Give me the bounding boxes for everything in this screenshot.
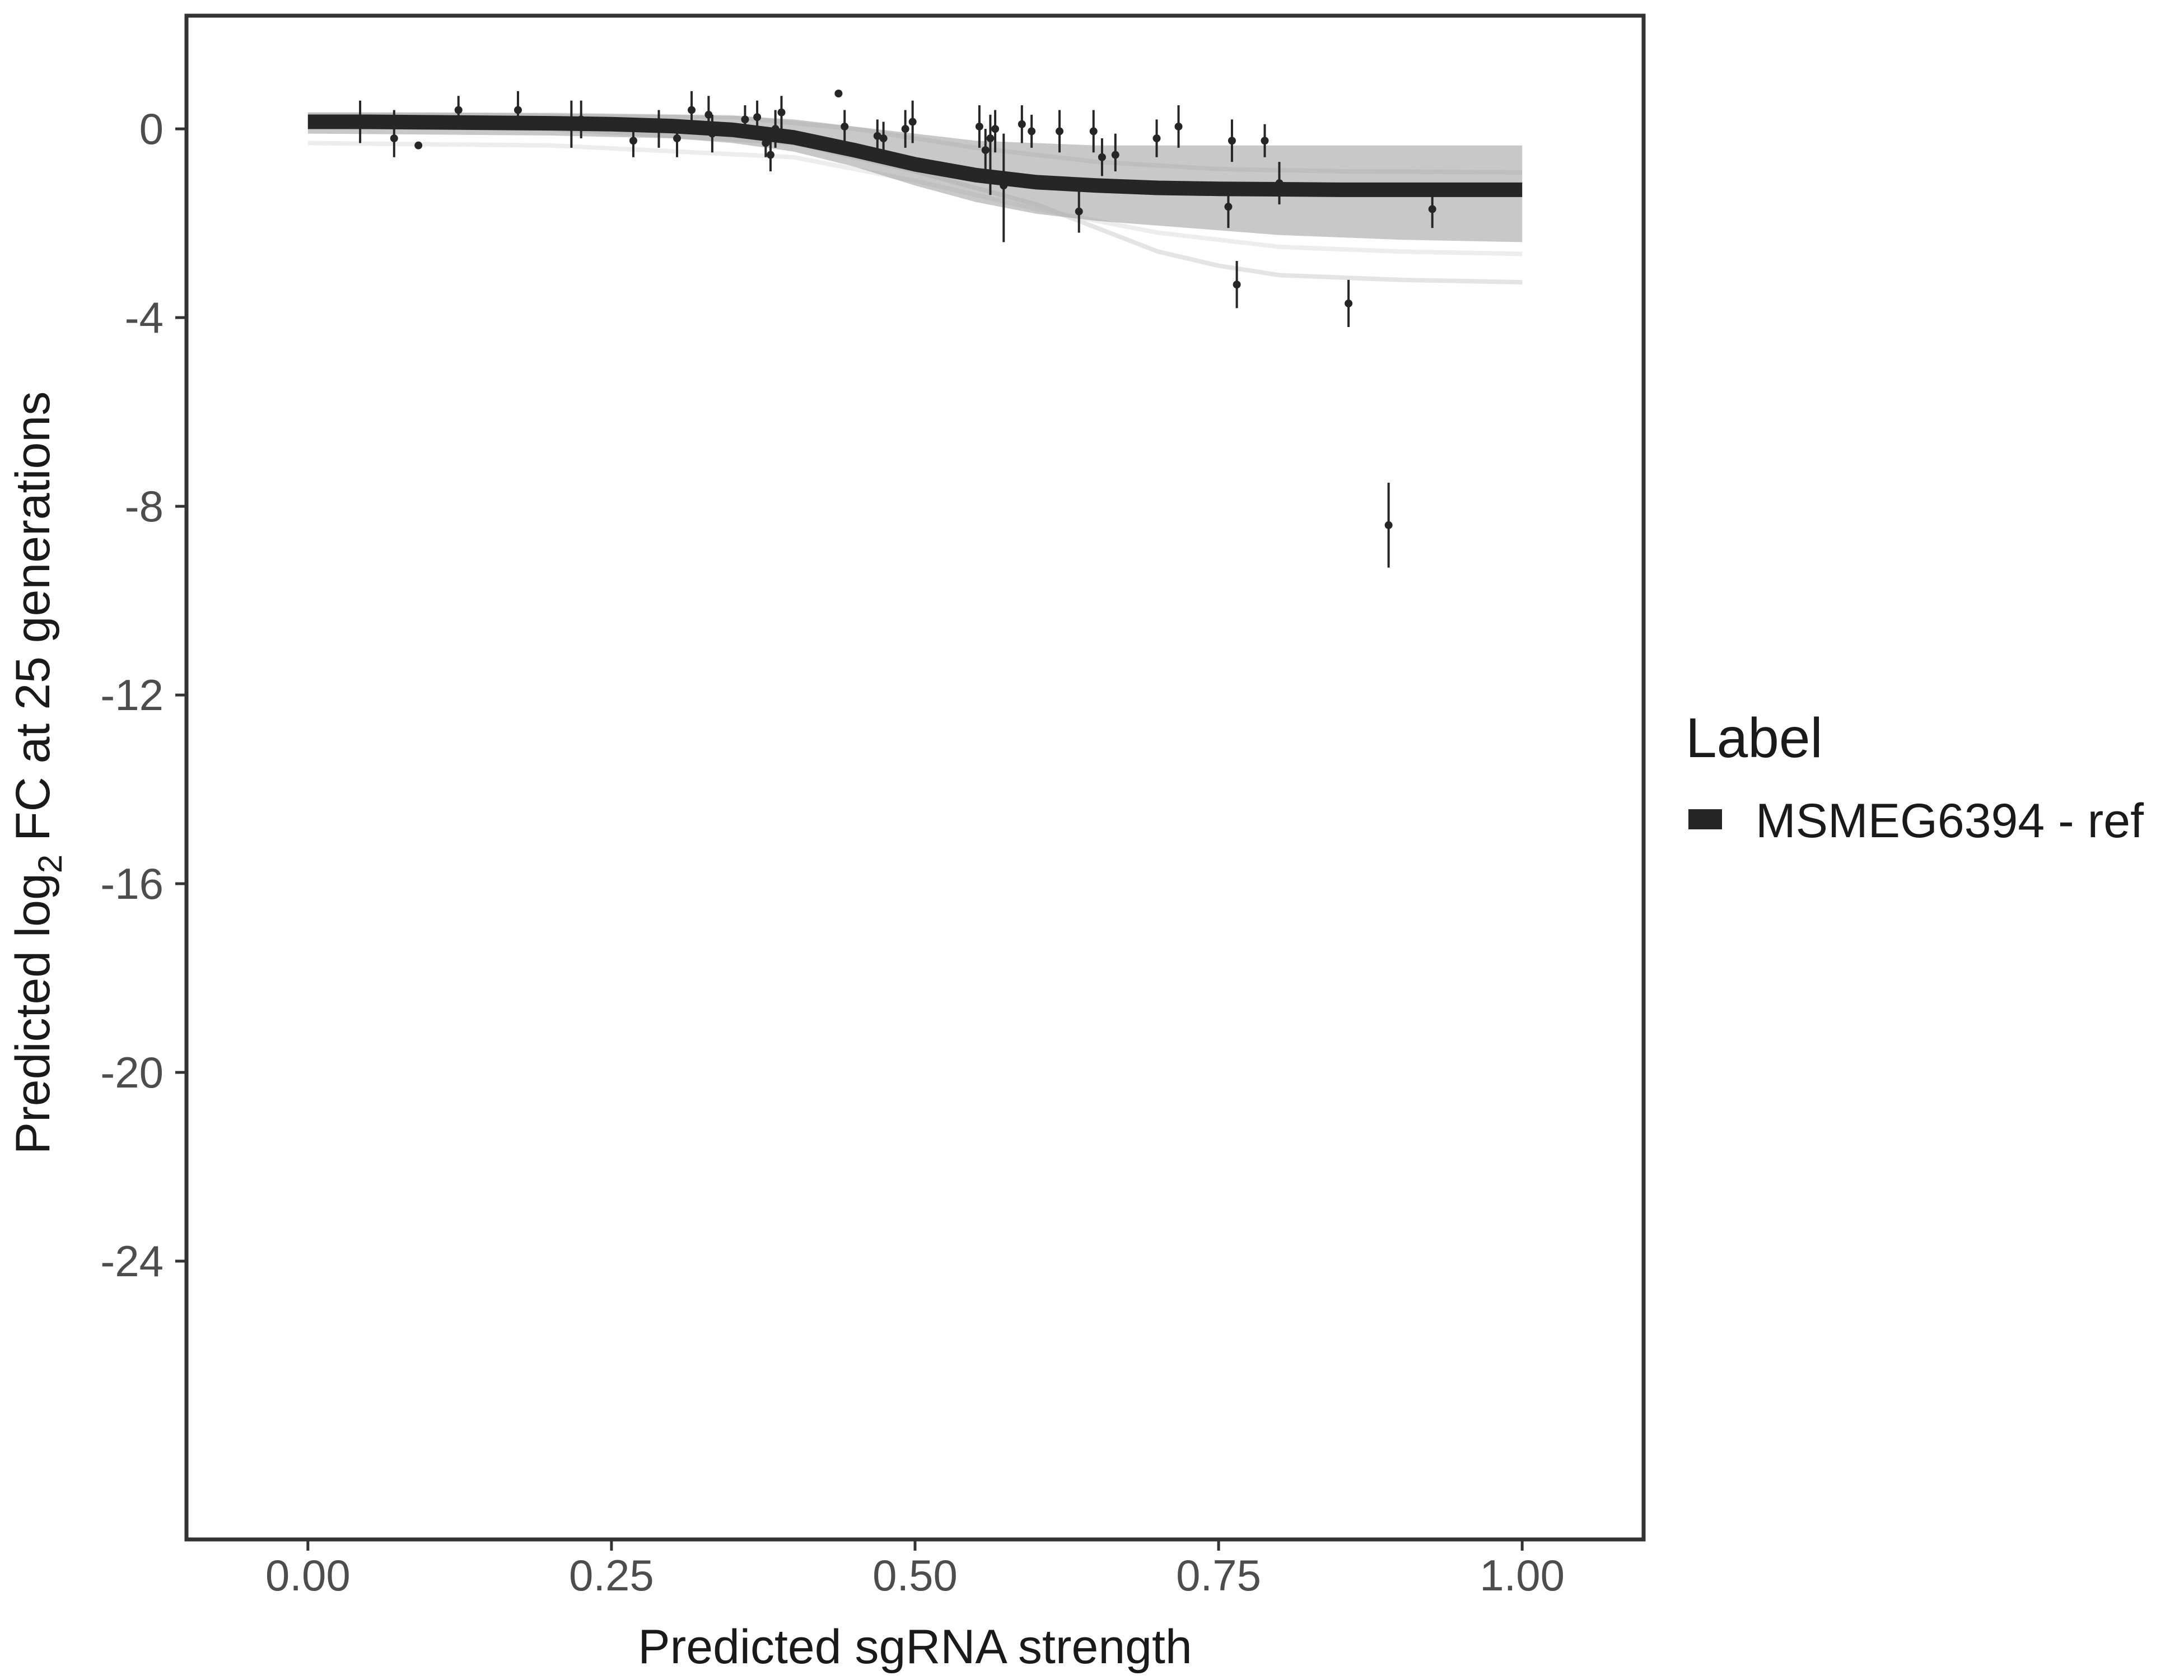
data-point	[673, 134, 682, 143]
data-point	[975, 122, 983, 130]
data-point	[708, 129, 716, 138]
data-point	[1089, 127, 1098, 136]
y-tick-label: -24	[100, 1236, 164, 1286]
y-axis-title-rest: FC at 25 generations	[6, 391, 60, 855]
data-point	[986, 134, 995, 143]
data-point	[766, 151, 774, 159]
data-point	[1384, 521, 1393, 529]
data-point	[1428, 205, 1436, 213]
fit-curve	[307, 114, 1523, 197]
panel-border	[184, 13, 1646, 1542]
data-point	[1228, 137, 1236, 145]
y-axis-title: Predicted log2 FC at 25 generations	[6, 391, 69, 1154]
x-tick-label: 0.75	[1176, 1551, 1261, 1600]
data-point	[841, 122, 849, 130]
data-point	[741, 115, 749, 124]
data-point	[1261, 137, 1269, 145]
legend-title: Label	[1686, 707, 1823, 769]
data-point	[1233, 281, 1241, 289]
data-point	[1028, 127, 1036, 136]
y-tick-label: -8	[125, 482, 164, 531]
data-point	[1174, 122, 1183, 130]
y-tick-label: 0	[139, 104, 164, 153]
plot-area	[307, 89, 1523, 568]
data-point	[567, 122, 576, 130]
data-point	[762, 139, 770, 147]
data-point	[1275, 179, 1284, 188]
data-point	[771, 125, 780, 133]
posterior-band	[307, 112, 1523, 242]
data-point	[356, 120, 365, 128]
data-point	[688, 106, 696, 114]
y-tick-label: -16	[100, 859, 164, 908]
data-point	[879, 134, 888, 143]
x-tick-label: 1.00	[1480, 1551, 1565, 1600]
data-point	[777, 108, 786, 116]
data-point	[1098, 153, 1106, 161]
y-tick-label: -4	[125, 293, 164, 342]
data-point	[873, 132, 881, 140]
data-point	[1056, 127, 1064, 136]
y-axis-title-main: Predicted log	[6, 873, 60, 1154]
data-point	[1075, 207, 1083, 216]
legend: Label MSMEG6394 - ref	[1686, 707, 2144, 848]
data-point	[901, 125, 909, 133]
y-axis: 0 -4 -8 -12 -16 -20 -24	[100, 104, 185, 1286]
data-point	[834, 89, 843, 97]
data-point	[1111, 151, 1119, 159]
data-point	[908, 118, 917, 126]
legend-entry-label: MSMEG6394 - ref	[1756, 794, 2144, 848]
data-point	[981, 146, 990, 155]
x-axis: 0.00 0.25 0.50 0.75 1.00	[265, 1541, 1565, 1600]
data-point	[753, 113, 762, 122]
data-point	[390, 134, 398, 143]
y-tick-label: -12	[100, 670, 164, 720]
data-point	[1018, 120, 1026, 128]
x-tick-label: 0.50	[872, 1551, 958, 1600]
data-point	[991, 125, 1000, 133]
data-point	[1152, 134, 1161, 143]
data-point	[629, 137, 637, 145]
y-axis-title-subscript: 2	[31, 855, 69, 873]
x-tick-label: 0.25	[569, 1551, 654, 1600]
data-point	[655, 125, 663, 133]
legend-key	[1688, 809, 1722, 829]
data-point	[704, 110, 713, 119]
data-point	[577, 115, 585, 124]
data-point	[1224, 203, 1233, 211]
data-point	[1345, 299, 1353, 307]
data-point	[414, 141, 423, 150]
y-tick-label: -20	[100, 1048, 164, 1097]
data-point	[514, 106, 522, 114]
data-point	[454, 106, 463, 114]
x-tick-label: 0.00	[265, 1551, 351, 1600]
x-axis-title: Predicted sgRNA strength	[638, 1620, 1192, 1674]
data-point	[1000, 181, 1008, 190]
